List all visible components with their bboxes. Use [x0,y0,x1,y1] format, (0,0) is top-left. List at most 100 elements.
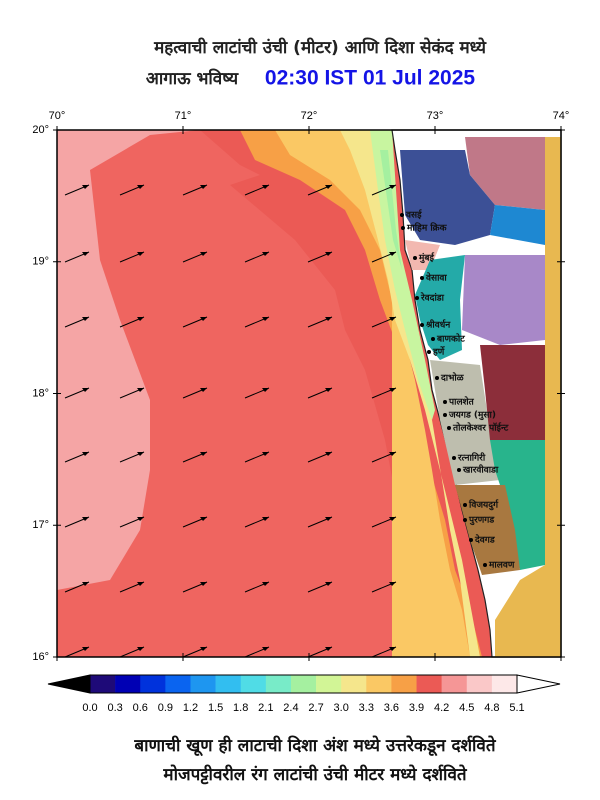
place-label: मालवण [488,561,515,571]
colorbar-max-arrow [516,674,561,694]
arrow-head [82,252,89,256]
colorbar-label: 3.6 [384,702,399,714]
place-label: पुरणगड [468,516,495,526]
arrow-head [82,185,89,189]
lat-label: 19° [32,256,49,268]
sea-band [370,130,435,420]
place-label: पालशेत [448,396,475,408]
place-label: खारवीवाडा [462,464,499,476]
colorbar-label: 3.3 [359,702,374,714]
place-label: श्रीवर्धन [425,319,451,331]
arrow-head [82,647,89,651]
colorbar-label: 3.0 [334,702,349,714]
arrow-head [389,517,396,521]
arrow-head [82,317,89,321]
place-dot [463,518,467,522]
district [462,255,545,345]
place-dot [427,350,431,354]
colorbar-swatch [240,675,267,693]
sea-band [57,130,430,657]
district [480,345,545,440]
colorbar-min-arrow [47,674,91,694]
arrow-head [325,647,332,651]
place-label: मुंबई [418,252,435,264]
colorbar-label: 4.2 [434,702,449,714]
arrow-head [200,452,207,456]
place-dot [469,538,473,542]
colorbar-swatch [316,675,342,693]
arrow-head [262,252,269,256]
arrow-head [200,517,207,521]
colorbar-label: 3.9 [409,702,424,714]
place-label: माहिम क्रिक [406,222,448,234]
lat-label: 20° [32,124,49,136]
place-dot [415,296,419,300]
colorbar: 0.0 0.3 0.6 0.9 1.2 1.5 1.8 2.1 2.4 2.7 3.0 3.3 3.6 3… [47,674,561,714]
colorbar-swatch [140,675,166,693]
arrow-head [200,185,207,189]
lon-label: 71° [175,110,192,122]
arrow-head [82,517,89,521]
subtitle: आगाऊ भविष्य [146,68,239,89]
arrow-head [325,388,332,392]
place-label: विजयदुर्ग [468,499,499,511]
arrow-head [200,317,207,321]
place-label: वेसावा [425,272,447,284]
place-label: रेवदांडा [420,292,445,304]
colorbar-swatch [165,675,191,693]
colorbar-swatch [341,675,367,693]
district [495,137,561,657]
district [430,360,500,485]
arrow-head [325,582,332,586]
colorbar-label: 5.1 [509,702,524,714]
place-dot [457,468,461,472]
arrow-head [137,317,144,321]
place-label: हर्णे [432,346,445,358]
district [490,205,545,245]
lat-label: 18° [32,387,49,399]
footer-line: मोजपट्टीवरील रंग लाटांची उंची मीटर मध्ये… [162,764,467,785]
place-label: वसई [405,209,423,221]
arrow-head [82,452,89,456]
colorbar-frame [89,674,518,694]
arrow-head [389,252,396,256]
place-label: रत्नागिरी [457,452,486,464]
arrow-head [262,647,269,651]
colorbar-swatch [115,675,141,693]
arrow-head [389,452,396,456]
lon-label: 74° [553,110,570,122]
arrow-head [262,388,269,392]
arrow-head [137,517,144,521]
colorbar-swatch [416,675,442,693]
arrow-head [137,582,144,586]
colorbar-swatch [391,675,417,693]
arrow-head [325,252,332,256]
colorbar-swatch [366,675,392,693]
arrow-head [137,388,144,392]
district [490,440,545,570]
colorbar-label: 0.3 [107,702,122,714]
colorbar-label: 2.4 [283,702,298,714]
lon-label: 70° [49,110,66,122]
arrow-head [389,388,396,392]
arrow-head [82,582,89,586]
arrow-head [262,185,269,189]
colorbar-label: 4.8 [484,702,499,714]
place-dot [420,276,424,280]
colorbar-label: 2.7 [308,702,323,714]
colorbar-swatch [491,675,518,693]
title: महत्वाची लाटांची उंची (मीटर) आणि दिशा से… [153,37,487,58]
colorbar-swatch [190,675,216,693]
colorbar-label: 1.2 [183,702,198,714]
place-dot [435,376,439,380]
land [391,129,562,658]
arrow-head [137,452,144,456]
place-label: बाणकोट [436,333,465,345]
place-dot [431,337,435,341]
arrow-head [137,647,144,651]
place-dot [443,400,447,404]
colorbar-swatch [290,675,317,693]
arrow-head [82,388,89,392]
arrow-head [200,252,207,256]
